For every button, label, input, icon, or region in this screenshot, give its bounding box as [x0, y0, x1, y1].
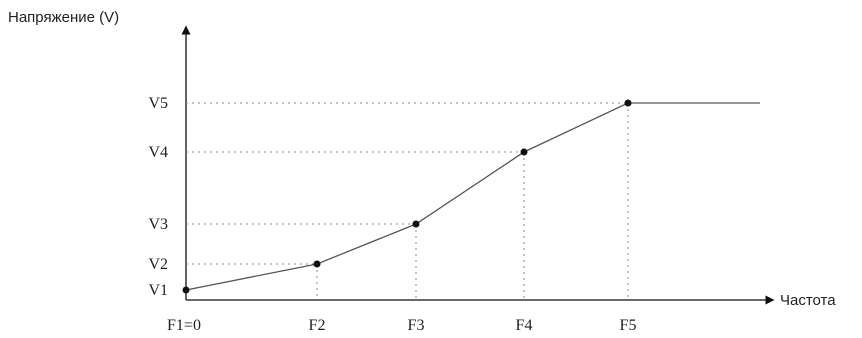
f-label: F3	[408, 317, 425, 334]
f-label: F5	[620, 317, 637, 334]
f-label: F4	[516, 317, 533, 334]
point	[182, 286, 190, 294]
f-label: F1=0	[167, 317, 201, 334]
v-label: V3	[148, 216, 168, 233]
v-label: V4	[148, 144, 168, 161]
y-axis-label: Напряжение (V)	[8, 9, 119, 26]
vf-curve	[185, 102, 760, 291]
point	[313, 260, 321, 268]
point	[412, 220, 420, 228]
point	[520, 148, 528, 156]
v-label: V5	[148, 95, 168, 112]
x-axis-label: Частота	[780, 292, 836, 309]
f-label: F2	[309, 317, 326, 334]
curve-layer: V1 F1=0 V2 F2 V3 F3 V4 F4 V5 F5	[148, 95, 760, 334]
v-label: V1	[148, 282, 168, 299]
point	[624, 99, 632, 107]
v-label: V2	[148, 256, 168, 273]
